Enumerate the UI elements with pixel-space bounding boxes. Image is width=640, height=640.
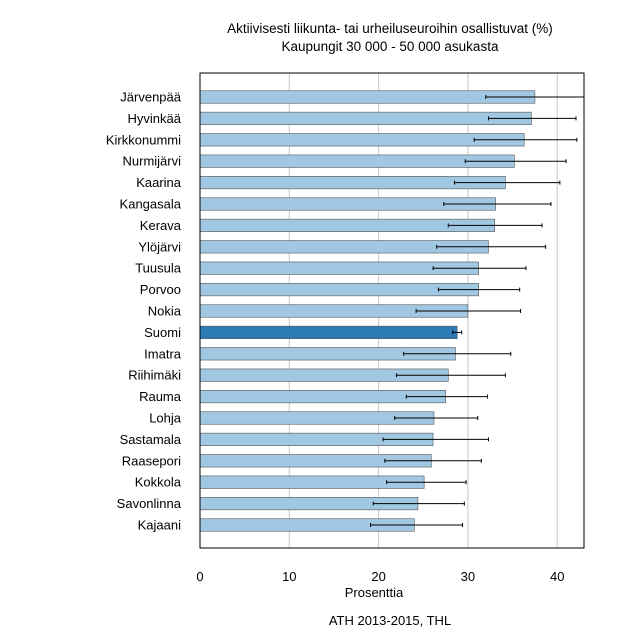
category-label: Kokkola: [135, 475, 182, 490]
bars: [199, 90, 536, 532]
category-label: Tuusula: [135, 261, 182, 276]
category-label: Kirkkonummi: [106, 132, 181, 147]
chart-title: Aktiivisesti liikunta- tai urheiluseuroi…: [227, 21, 553, 36]
bar-suomi: [199, 325, 458, 339]
bar-järvenpää: [199, 90, 536, 104]
plot-frame: [199, 72, 585, 549]
x-axis-ticks: 0 10 20 30 40: [196, 569, 564, 584]
category-label: Kangasala: [120, 197, 182, 212]
category-label: Riihimäki: [128, 368, 181, 383]
category-label: Nurmijärvi: [123, 154, 182, 169]
category-label: Nokia: [148, 304, 182, 319]
category-label: Kajaani: [138, 518, 181, 533]
category-label: Lohja: [149, 411, 182, 426]
chart-subtitle: Kaupungit 30 000 - 50 000 asukasta: [281, 39, 499, 54]
x-tick-label: 40: [550, 569, 564, 584]
x-tick-label: 20: [371, 569, 385, 584]
source-note: ATH 2013-2015, THL: [328, 613, 452, 628]
x-tick-label: 10: [282, 569, 296, 584]
x-tick-label: 30: [461, 569, 475, 584]
bar-hyvinkää: [199, 111, 532, 125]
category-label: Sastamala: [120, 432, 182, 447]
category-label: Imatra: [144, 346, 182, 361]
category-label: Raasepori: [122, 453, 181, 468]
category-label: Kerava: [140, 218, 182, 233]
category-label: Porvoo: [140, 282, 181, 297]
bar-porvoo: [199, 283, 479, 297]
error-bars: [370, 95, 585, 527]
x-axis-title: Prosenttia: [344, 585, 404, 600]
category-label: Ylöjärvi: [138, 239, 181, 254]
category-label: Hyvinkää: [128, 111, 182, 126]
category-labels: Järvenpää Hyvinkää Kirkkonummi Nurmijärvi Ka…: [106, 90, 182, 533]
category-label: Savonlinna: [117, 496, 182, 511]
category-label: Rauma: [139, 389, 182, 404]
x-tick-label: 0: [196, 569, 203, 584]
category-label: Suomi: [144, 325, 181, 340]
category-label: Järvenpää: [120, 90, 181, 105]
category-label: Kaarina: [136, 175, 182, 190]
